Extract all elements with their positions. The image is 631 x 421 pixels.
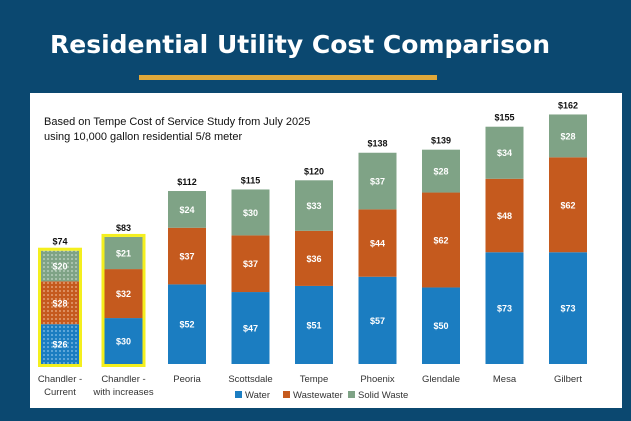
- data-label-solid-waste: $28: [433, 167, 448, 177]
- chart-panel: Based on Tempe Cost of Service Study fro…: [30, 93, 622, 408]
- bar-segment-solid-waste: [422, 149, 460, 193]
- slide-title: Residential Utility Cost Comparison: [49, 30, 551, 59]
- bar-segment-wastewater: [104, 269, 143, 319]
- bar-segment-wastewater: [358, 209, 397, 277]
- bar-segment-water: [358, 276, 397, 364]
- total-label: $112: [177, 177, 197, 187]
- bar-segment-solid-waste: [231, 189, 270, 236]
- data-label-water: $52: [179, 320, 194, 330]
- highlight-outline: [101, 233, 146, 367]
- data-label-water: $26: [52, 340, 67, 350]
- data-label-solid-waste: $21: [116, 249, 131, 259]
- total-label: $74: [52, 237, 67, 247]
- data-label-water: $47: [243, 324, 258, 334]
- bar-segment-wastewater: [168, 227, 206, 285]
- category-label: Mesa: [493, 374, 517, 385]
- data-label-solid-waste: $34: [497, 148, 512, 158]
- data-label-solid-waste: $30: [243, 208, 258, 218]
- subtitle-line-2: using 10,000 gallon residential 5/8 mete…: [44, 131, 243, 143]
- category-label: Chandler -: [38, 374, 82, 385]
- bar-segment-solid-waste: [41, 250, 79, 282]
- data-label-solid-waste: $20: [52, 262, 67, 272]
- data-label-water: $51: [306, 320, 321, 330]
- bar-segment-wastewater: [485, 178, 524, 253]
- bar-segment-wastewater: [422, 192, 460, 288]
- bar-segment-water: [104, 318, 143, 364]
- data-label-wastewater: $62: [433, 236, 448, 246]
- category-label: Scottsdale: [228, 374, 272, 385]
- legend-label-water: Water: [245, 390, 270, 401]
- bar-segment-water: [41, 324, 79, 364]
- data-label-solid-waste: $37: [370, 177, 385, 187]
- stacked-bar-chart: $26 $28 $20 $74 Chandler - Current $30 $32 $21 $8…: [38, 100, 587, 401]
- legend-swatch-wastewater: [283, 391, 290, 398]
- data-label-water: $73: [497, 304, 512, 314]
- data-label-solid-waste: $33: [306, 201, 321, 211]
- bar-segment-water: [231, 292, 270, 364]
- category-label: Tempe: [300, 374, 329, 385]
- title-underline: [139, 75, 437, 80]
- bar-segment-solid-waste: [168, 191, 206, 228]
- data-label-wastewater: $37: [243, 259, 258, 269]
- category-label: Current: [44, 387, 76, 398]
- bar-segment-water: [422, 287, 460, 364]
- bar-segment-wastewater: [295, 230, 333, 286]
- data-label-water: $57: [370, 316, 385, 326]
- total-label: $138: [367, 139, 387, 149]
- bar-segment-wastewater: [549, 157, 587, 253]
- category-label: Glendale: [422, 374, 460, 385]
- chart-subtitle: Based on Tempe Cost of Service Study fro…: [44, 115, 310, 145]
- data-label-wastewater: $37: [179, 252, 194, 262]
- total-label: $115: [241, 175, 261, 185]
- bar-segment-solid-waste: [358, 152, 397, 210]
- highlight-outline: [38, 247, 82, 367]
- subtitle-line-1: Based on Tempe Cost of Service Study fro…: [44, 116, 311, 128]
- data-label-wastewater: $28: [52, 298, 67, 308]
- bar-segment-wastewater: [41, 281, 79, 325]
- data-label-wastewater: $36: [306, 254, 321, 264]
- total-label: $139: [431, 136, 451, 146]
- total-label: $155: [494, 113, 514, 123]
- bar-segment-wastewater: [231, 235, 270, 293]
- bar-segment-water: [485, 252, 524, 364]
- bar-segment-solid-waste: [549, 114, 587, 158]
- category-label: Peoria: [173, 374, 201, 385]
- legend-label-wastewater: Wastewater: [293, 390, 343, 401]
- total-label: $162: [558, 100, 578, 110]
- data-label-water: $50: [433, 321, 448, 331]
- data-label-wastewater: $44: [370, 239, 385, 249]
- data-label-solid-waste: $24: [179, 205, 194, 215]
- bar-segment-water: [549, 252, 587, 364]
- category-label: with increases: [92, 387, 153, 398]
- bar-segment-solid-waste: [485, 126, 524, 179]
- data-label-water: $73: [560, 304, 575, 314]
- data-label-water: $30: [116, 337, 131, 347]
- bar-segment-solid-waste: [104, 236, 143, 270]
- data-label-wastewater: $48: [497, 211, 512, 221]
- bar-segment-solid-waste: [295, 180, 333, 231]
- bar-segment-water: [168, 284, 206, 364]
- category-label: Gilbert: [554, 374, 582, 385]
- data-label-wastewater: $62: [560, 200, 575, 210]
- legend-swatch-solid-waste: [348, 391, 355, 398]
- category-label: Chandler -: [101, 374, 145, 385]
- bar-segment-water: [295, 285, 333, 364]
- data-label-solid-waste: $28: [560, 131, 575, 141]
- total-label: $83: [116, 223, 131, 233]
- legend-label-solid-waste: Solid Waste: [358, 390, 408, 401]
- total-label: $120: [304, 166, 324, 176]
- data-label-wastewater: $32: [116, 289, 131, 299]
- category-label: Phoenix: [360, 374, 395, 385]
- legend-swatch-water: [235, 391, 242, 398]
